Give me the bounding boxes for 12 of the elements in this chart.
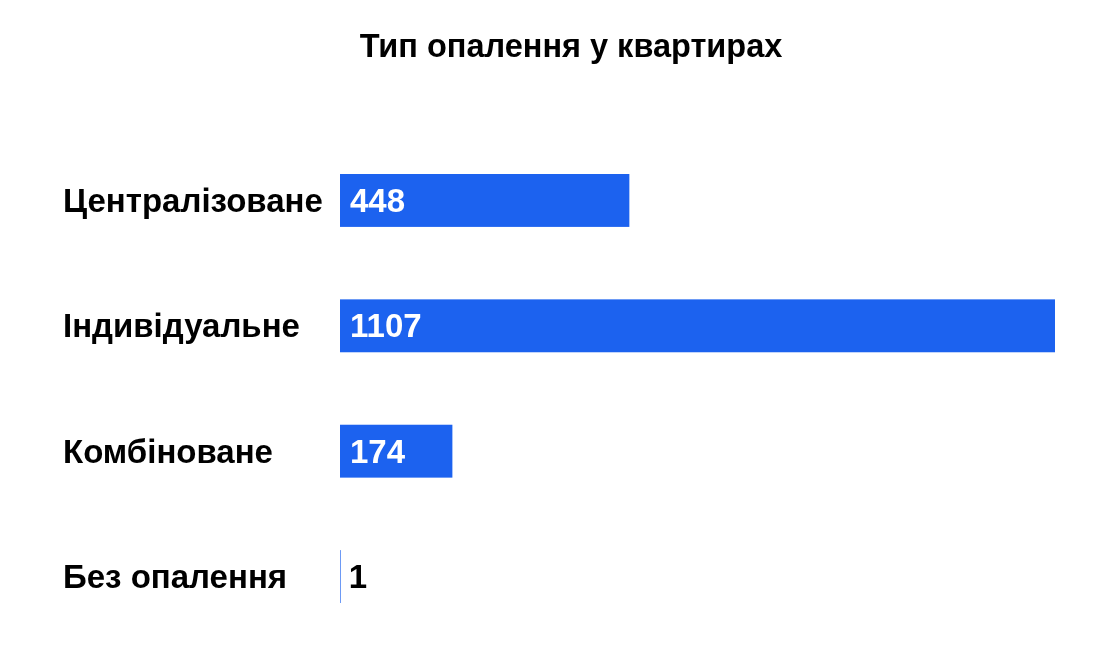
data-label: 1107 (350, 307, 422, 345)
y-tick-label: Індивідуальне (63, 307, 300, 345)
data-label: 448 (350, 182, 406, 219)
bar (340, 174, 630, 227)
bar (340, 424, 453, 478)
y-tick-label: Без опалення (63, 558, 288, 596)
data-label: 1 (348, 558, 368, 596)
y-tick-label: Комбіноване (63, 432, 273, 470)
bar (340, 299, 1055, 353)
data-label: 174 (350, 432, 406, 470)
chart-title: Тип опалення у квартирах (359, 28, 783, 64)
y-tick-label: Централізоване (63, 182, 323, 219)
